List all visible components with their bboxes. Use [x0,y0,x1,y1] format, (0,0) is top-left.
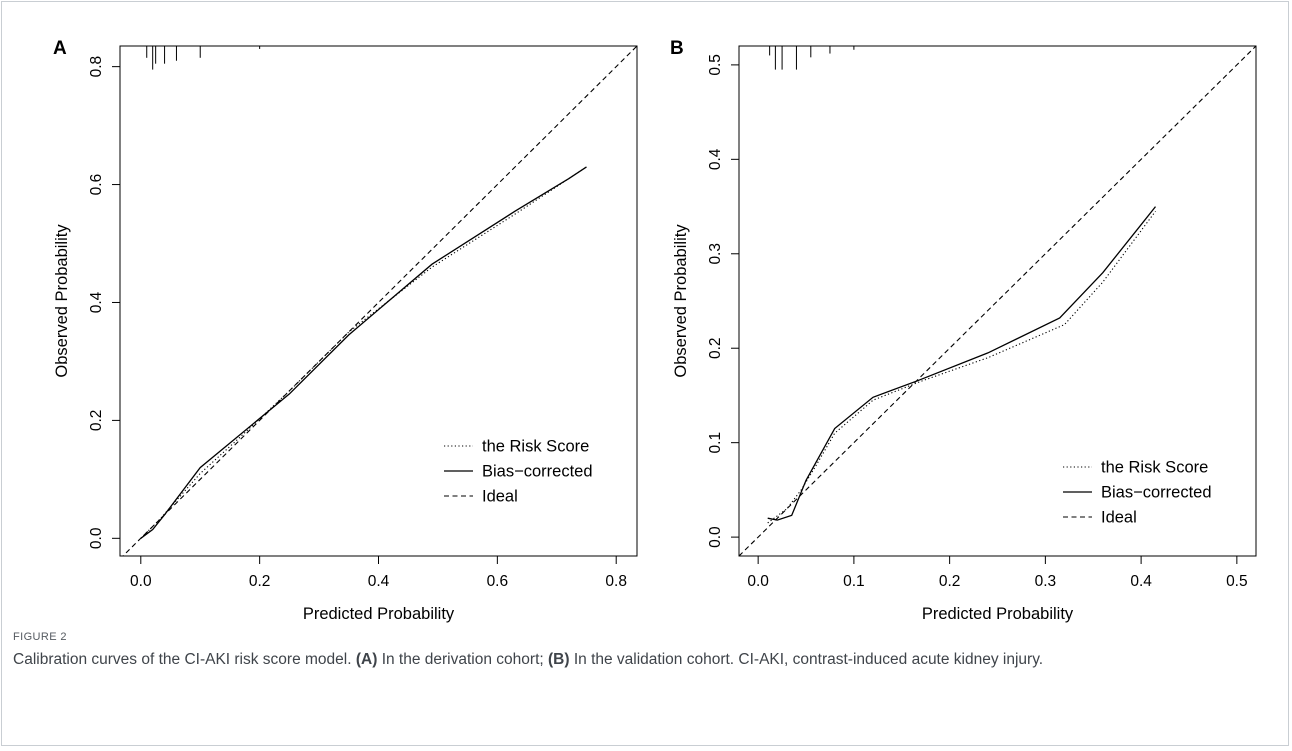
caption-intro: Calibration curves of the CI-AKI risk sc… [13,651,356,668]
panel-a-legend-label: Ideal [482,488,518,506]
panel-a-x-tick-label: 0.4 [368,573,390,590]
panel-a-x-tick-label: 0.6 [487,573,509,590]
caption-text-a: In the derivation cohort; [377,651,548,668]
caption-tag-b: (B) [548,651,570,668]
panel-a-chart: A 0.0 0.2 0.4 0.6 0.8 0.0 0.2 0.4 0.6 0.8 Predicted… [53,38,638,623]
panel-a-y-tick-label: 0.0 [88,527,105,549]
panel-b-legend-label: the Risk Score [1101,459,1208,477]
panel-b-y-axis-label: Observed Probability [672,224,690,378]
panel-a-y-tick-label: 0.6 [88,174,105,196]
panel-a-y-tick-label: 0.8 [88,56,105,78]
panel-b-y-tick-label: 0.2 [707,337,724,359]
panel-b-x-tick-label: 0.2 [939,573,961,590]
caption-text-b: In the validation cohort. CI-AKI, contra… [569,651,1044,668]
panel-a-x-tick-label: 0.2 [249,573,271,590]
panel-b-panel-letter: B [670,38,684,59]
panel-b-y-tick-label: 0.5 [707,54,724,76]
panel-b-series-bias-corrected [767,206,1157,521]
panel-b-y-tick-label: 0.1 [707,432,724,454]
figure-label: FIGURE 2 [13,631,67,643]
panel-b-plot-box [738,45,1257,557]
panel-a-series-bias-corrected [140,166,587,539]
panel-a-y-axis-label: Observed Probability [53,224,71,378]
panel-b-x-tick-label: 0.5 [1226,573,1248,590]
panel-a-legend-label: the Risk Score [482,438,589,456]
panel-b-x-tick-label: 0.4 [1130,573,1152,590]
panel-b-y-tick-label: 0.4 [707,148,724,170]
figure-caption: Calibration curves of the CI-AKI risk sc… [13,649,1273,671]
panel-b-y-tick-label: 0.3 [707,243,724,265]
panel-b-series-ideal [739,46,1256,556]
panel-b-x-tick-label: 0.3 [1035,573,1057,590]
panel-b-x-axis-label: Predicted Probability [922,605,1074,623]
panel-a-y-tick-label: 0.2 [88,410,105,432]
panel-a-x-tick-label: 0.8 [605,573,627,590]
panel-a-legend-label: Bias−corrected [482,463,593,481]
panel-b-x-tick-label: 0.0 [747,573,769,590]
panel-b-chart: B 0.0 0.1 0.2 0.3 0.4 0.5 0.0 0.1 0.2 0.3 0.4 0.5 Pre… [670,38,1257,623]
panel-a-panel-letter: A [53,38,67,59]
panel-b-series-the-risk-score [767,210,1156,524]
panel-b-legend-label: Ideal [1101,509,1137,527]
panel-a-series-ideal [122,46,637,556]
panel-b-y-tick-label: 0.0 [707,526,724,548]
panel-a-y-tick-label: 0.4 [88,291,105,313]
panel-b-legend-label: Bias−corrected [1101,484,1212,502]
panel-a-x-tick-label: 0.0 [130,573,152,590]
caption-tag-a: (A) [355,651,378,668]
panel-a-x-axis-label: Predicted Probability [303,605,455,623]
panel-b-x-tick-label: 0.1 [843,573,865,590]
